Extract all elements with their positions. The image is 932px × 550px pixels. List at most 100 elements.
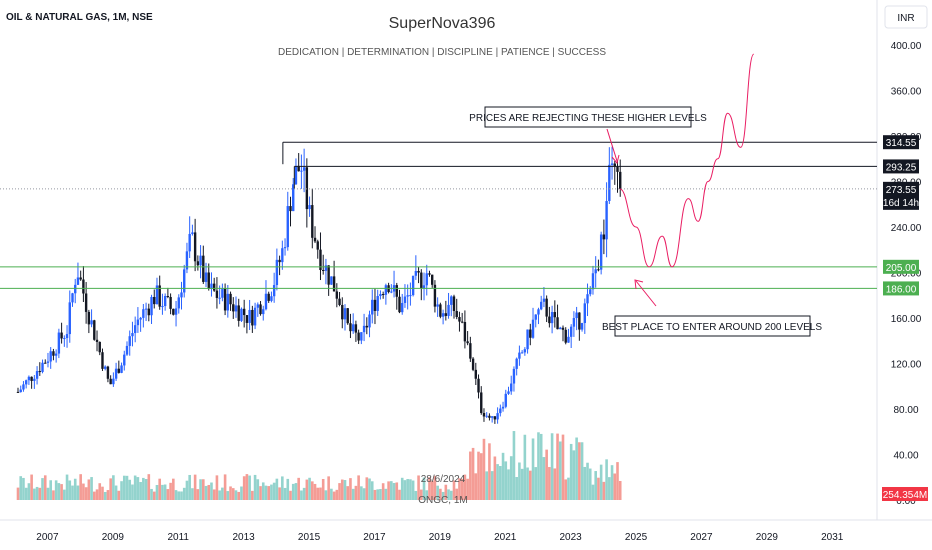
price-candles [16,146,622,424]
volume-bar [136,477,140,500]
volume-bar [169,482,172,500]
candle-body [294,165,298,185]
volume-bar [548,467,551,500]
symbol-title[interactable]: OIL & NATURAL GAS, 1M, NSE [6,12,153,23]
horizontal-levels[interactable] [0,141,877,289]
volume-bar [575,437,578,500]
volume-bar [496,464,499,500]
candle-body [578,312,581,330]
volume-bar [411,480,415,500]
volume-bar [294,483,298,500]
volume-bar [458,478,461,500]
candle-body [559,327,562,330]
candle-body [417,271,420,273]
volume-bar [398,489,401,500]
price-label-bg [883,281,919,296]
candle-body [188,233,191,252]
arrow-top-annotation[interactable] [606,128,620,165]
time-tick-label: 2031 [821,532,844,543]
volume-bar [526,467,529,500]
volume-bar [158,478,161,500]
candle-body [63,338,66,340]
volume-bar [499,466,502,500]
volume-bar [520,468,524,500]
candle-body [180,292,183,298]
candle-body [193,232,197,262]
candle-body [183,269,186,293]
candle-body [98,341,101,353]
volume-bar [82,483,85,500]
candle-body [264,293,268,310]
volume-bar [240,486,243,500]
volume-bar [463,474,467,500]
watermark-date: 28/6/2024 [421,474,466,485]
price-tick-label: 160.00 [891,314,922,325]
volume-bar [133,475,137,500]
countdown-text: 16d 14h [883,198,919,209]
candle-body [142,309,145,318]
volume-bar [267,486,270,500]
volume-bar [79,474,82,500]
volume-bar [616,462,619,500]
candle-body [512,368,516,384]
volume-bar [101,486,104,500]
candle-body [215,290,219,298]
candle-body [150,296,153,316]
bottom-note-box[interactable]: BEST PLACE TO ENTER AROUND 200 LEVELS [602,315,822,337]
volume-bar [469,451,472,500]
candle-body [441,313,445,317]
candle-body [133,325,137,334]
candle-body [207,272,210,289]
candle-body [591,273,595,290]
volume-bar [22,477,25,500]
candle-body [542,298,546,302]
volume-bar [172,478,175,500]
time-tick-label: 2019 [429,532,452,543]
candle-body [420,272,423,289]
candle-body [169,296,172,309]
candle-body [270,296,273,301]
candle-body [406,295,409,297]
volume-bar [35,486,39,500]
volume-bar [433,475,437,500]
candle-body [390,291,393,293]
candle-body [226,293,230,311]
volume-bar [117,490,121,500]
candle-body [166,296,170,298]
volume-bar [120,481,123,500]
arrow-bottom-annotation[interactable] [634,279,657,307]
currency-button[interactable] [884,5,928,29]
candle-body [272,285,276,297]
volume-bar [305,479,309,500]
volume-bar [588,468,592,500]
volume-bar [147,474,151,500]
volume-bar [360,486,363,500]
top-note-box[interactable]: PRICES ARE REJECTING THESE HIGHER LEVELS [469,106,707,128]
price-label-text: 314.55 [886,138,917,149]
volume-bar [223,474,227,500]
candle-body [52,351,55,356]
candle-body [401,302,404,313]
price-label-last: 273.55 16d 14h [883,181,919,210]
candle-body [139,317,142,320]
candle-body [433,284,437,307]
time-axis[interactable]: 2007 2009 2011 2013 2015 2017 2019 2021 2023 2025… [36,532,843,543]
volume-bar [112,475,115,500]
watermark-ticker: ONGC, 1M [418,495,467,506]
candle-body [586,294,589,304]
volume-bar [71,485,74,500]
candle-body [335,291,339,299]
time-tick-label: 2017 [363,532,386,543]
candle-body [90,320,93,325]
candle-body [35,371,39,379]
volume-bar [52,490,55,500]
candle-body [185,251,189,270]
volume-bar [259,486,262,500]
projection-path[interactable] [619,53,755,268]
candle-body [395,285,398,297]
volume-bar [504,461,508,500]
candle-body [414,271,418,276]
candle-body [425,273,428,286]
volume-bar [409,479,412,500]
